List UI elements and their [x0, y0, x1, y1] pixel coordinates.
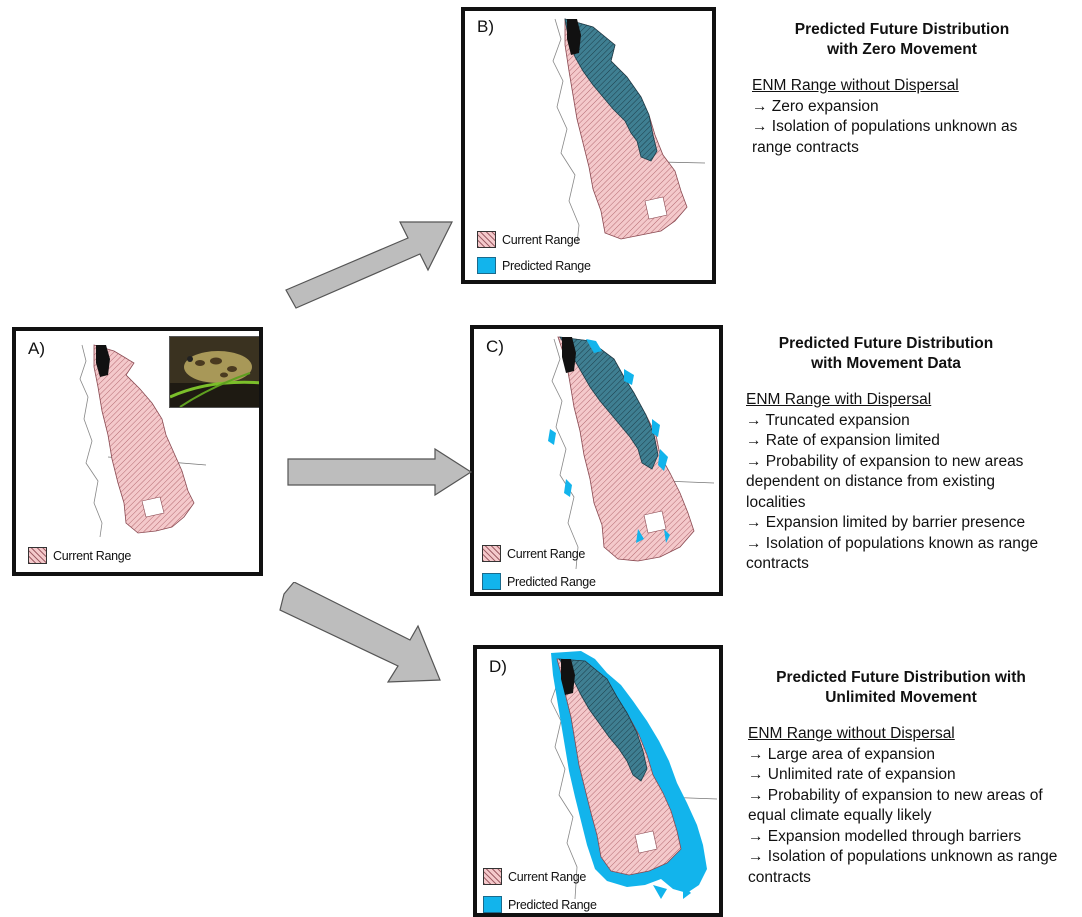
- panel-a: A) Current Range: [12, 327, 263, 576]
- panel-label: A): [28, 339, 45, 358]
- legend-label: Current Range: [507, 546, 586, 561]
- list-item: → Zero expansion: [752, 97, 879, 115]
- panel-label: D): [489, 657, 507, 676]
- current-range-swatch: [477, 231, 496, 248]
- description-points: → Large area of expansion → Unlimited ra…: [748, 745, 1082, 889]
- description-subtitle: ENM Range with Dispersal: [746, 391, 932, 408]
- description-subtitle: ENM Range without Dispersal: [748, 725, 955, 742]
- description-title: Predicted Future Distribution with Unlim…: [776, 669, 1026, 706]
- legend-predicted-range: Predicted Range: [482, 573, 596, 590]
- list-item: → Probability of expansion to new areas …: [746, 452, 1024, 511]
- description-d: Predicted Future Distribution with Unlim…: [748, 668, 1082, 888]
- legend-current-range: Current Range: [477, 231, 580, 248]
- list-item: → Expansion limited by barrier presence: [746, 514, 1026, 531]
- list-item: → Large area of expansion: [748, 745, 935, 763]
- panel-label: B): [477, 17, 494, 36]
- current-range-swatch: [482, 545, 501, 562]
- legend-label: Current Range: [53, 548, 132, 563]
- list-item: → Isolation of populations known as rang…: [746, 534, 1039, 573]
- list-item: → Probability of expansion to new areas …: [748, 786, 1043, 825]
- panel-b: B) Current Range Predicted Range: [461, 7, 716, 284]
- legend-label: Current Range: [508, 869, 587, 884]
- predicted-range-swatch: [482, 573, 501, 590]
- list-item: → Isolation of populations unknown as ra…: [752, 118, 1018, 156]
- list-item: → Truncated expansion: [746, 411, 910, 429]
- list-item: → Unlimited rate of expansion: [748, 766, 956, 783]
- list-item: → Isolation of populations unknown as ra…: [748, 848, 1058, 886]
- description-title: Predicted Future Distribution with Zero …: [794, 21, 1010, 58]
- arrow-right-icon: [287, 447, 473, 497]
- list-item: → Expansion modelled through barriers: [748, 827, 1022, 845]
- description-points: → Zero expansion → Isolation of populati…: [752, 97, 1052, 159]
- legend-label: Current Range: [502, 232, 581, 247]
- description-points: → Truncated expansion → Rate of expansio…: [746, 411, 1080, 575]
- map-current-range: [79, 344, 207, 538]
- arrow-up-right-icon: [285, 221, 453, 309]
- legend-label: Predicted Range: [507, 574, 596, 589]
- description-title: Predicted Future Distribution with Movem…: [778, 335, 994, 372]
- description-c: Predicted Future Distribution with Movem…: [746, 334, 1080, 575]
- map-movement-data: [548, 336, 715, 570]
- legend-predicted-range: Predicted Range: [477, 257, 591, 274]
- legend-predicted-range: Predicted Range: [483, 896, 597, 913]
- map-zero-movement: [552, 18, 706, 244]
- panel-label: C): [486, 337, 504, 356]
- description-subtitle: ENM Range without Dispersal: [752, 77, 959, 94]
- legend-current-range: Current Range: [28, 547, 131, 564]
- panel-c: C) Current Range Predicted Range: [470, 325, 723, 596]
- list-item: → Rate of expansion limited: [746, 432, 940, 449]
- frog-photo: [169, 336, 259, 408]
- predicted-range-swatch: [483, 896, 502, 913]
- panel-d: D) Current Range Predicted Range: [473, 645, 723, 917]
- legend-current-range: Current Range: [483, 868, 586, 885]
- description-b: Predicted Future Distribution with Zero …: [752, 20, 1052, 158]
- current-range-swatch: [483, 868, 502, 885]
- legend-label: Predicted Range: [502, 258, 591, 273]
- predicted-range-swatch: [477, 257, 496, 274]
- current-range-swatch: [28, 547, 47, 564]
- legend-label: Predicted Range: [508, 897, 597, 912]
- arrow-down-right-icon: [279, 582, 441, 683]
- legend-current-range: Current Range: [482, 545, 585, 562]
- map-unlimited-movement: [550, 651, 718, 900]
